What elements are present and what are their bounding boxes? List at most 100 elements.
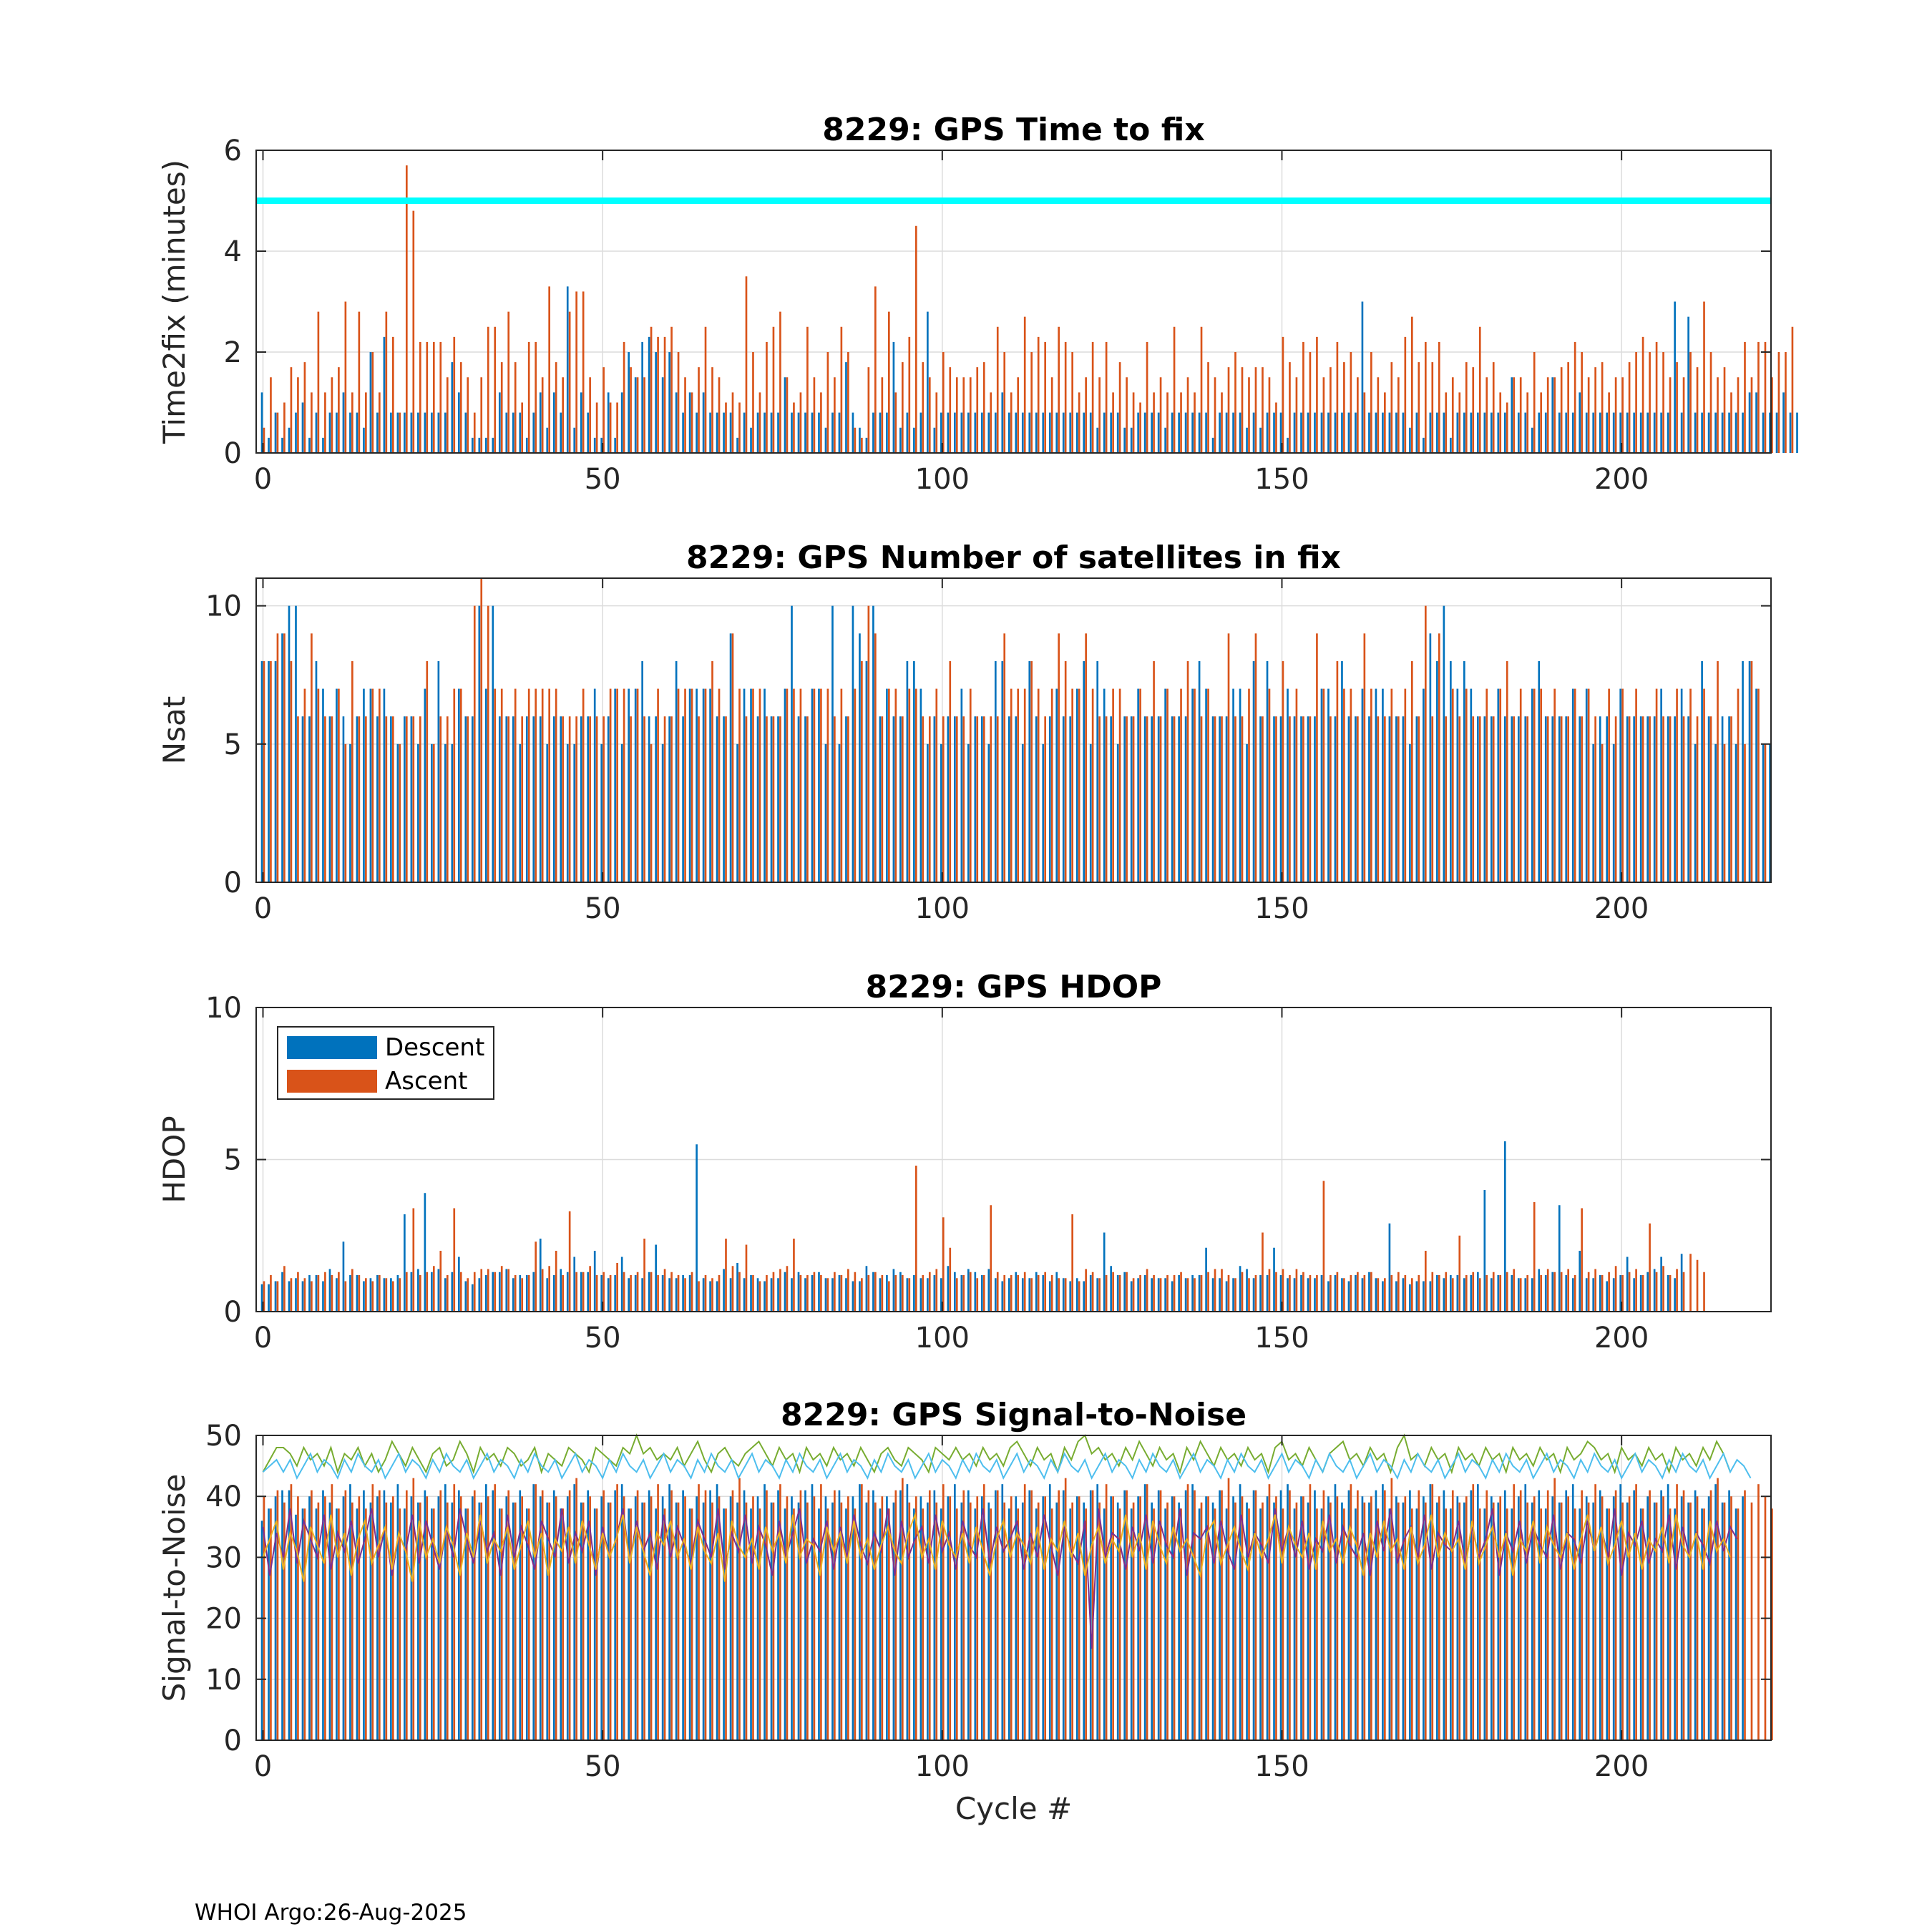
bar-descent [1157,716,1160,882]
bar-descent [315,412,318,453]
bar-descent [308,1496,311,1740]
bar-descent [1341,412,1343,453]
bar-descent [1769,412,1771,453]
bar-descent [437,412,440,453]
bar-ascent [521,1278,524,1312]
bar-descent [322,1490,324,1740]
bar-ascent [834,377,836,453]
bar-ascent [1112,1272,1114,1312]
bar-descent [763,412,766,453]
bar-ascent [922,1275,924,1312]
bar-descent [383,1490,386,1740]
bar-descent [1470,688,1473,882]
bar-ascent [1207,362,1209,453]
bar-ascent [1186,1278,1189,1312]
bar-ascent [1098,716,1101,882]
bar-descent [736,437,738,453]
bar-descent [1429,1484,1432,1740]
bar-ascent [405,165,408,453]
bar-ascent [1410,660,1413,882]
bar-descent [1476,1272,1479,1312]
bar-ascent [1295,1269,1298,1312]
bar-descent [444,743,447,882]
bar-descent [1320,412,1323,453]
bar-descent [1592,412,1595,453]
bar-descent [1266,412,1269,453]
bar-ascent [568,1211,571,1312]
bar-descent [1375,412,1377,453]
bar-descent [512,716,514,882]
bar-ascent [996,1490,999,1740]
bar-descent [994,1490,997,1740]
bar-descent [1599,716,1601,882]
bar-descent [940,1278,942,1312]
bar-descent [1171,716,1174,882]
bar-ascent [385,716,388,882]
bar-ascent [1173,716,1176,882]
bar-ascent [1492,362,1495,453]
bar-ascent [582,688,585,882]
bar-ascent [1037,1502,1040,1740]
bar-ascent [1370,688,1372,882]
bar-ascent [1546,716,1549,882]
bar-descent [437,1496,440,1740]
bar-descent [336,688,338,882]
bar-ascent [962,377,965,453]
bar-ascent [1336,1496,1339,1740]
bar-descent [308,716,311,882]
bar-ascent [283,1502,286,1740]
bar-descent [824,1496,827,1740]
bar-descent [1368,412,1370,453]
bar-descent [322,437,324,453]
bar-descent [675,392,678,453]
bar-descent [1565,1275,1568,1312]
bar-descent [818,1272,820,1312]
bar-descent [1423,1281,1425,1312]
bar-descent [1544,412,1547,453]
bar-descent [1137,1496,1139,1740]
bar-descent [1266,1496,1269,1740]
bar-descent [356,1508,358,1740]
bar-descent [634,1275,637,1312]
bar-ascent [847,1269,849,1312]
bar-descent [1626,716,1629,882]
bar-ascent [1757,688,1760,882]
bar-ascent [568,1490,571,1740]
bar-ascent [344,301,347,453]
bar-descent [987,412,990,453]
bar-descent [1436,660,1438,882]
bar-ascent [562,716,564,882]
bar-ascent [914,688,917,882]
bar-descent [1429,412,1432,453]
bar-descent [1423,437,1425,453]
bar-descent [1538,660,1541,882]
bar-descent [1130,716,1133,882]
bar-ascent [311,392,313,453]
bar-descent [709,1490,711,1740]
bar-descent [1490,412,1493,453]
bar-ascent [1037,1275,1040,1312]
bar-ascent [1574,341,1576,453]
bar-ascent [1771,1508,1773,1740]
bar-ascent [1601,362,1604,453]
bar-ascent [955,1278,958,1312]
bar-ascent [459,1272,462,1312]
bar-descent [1680,1254,1683,1312]
bar-descent [1083,660,1085,882]
bar-ascent [1118,688,1121,882]
bar-ascent [1614,1490,1617,1740]
bar-ascent [595,716,598,882]
bar-ascent [459,362,462,453]
bar-descent [906,1278,909,1312]
bar-descent [1103,412,1106,453]
bar-ascent [1594,716,1596,882]
bar-ascent [616,1263,618,1312]
snr-line3 [262,1508,1738,1649]
bar-ascent [1669,1275,1672,1312]
bar-ascent [1058,633,1060,882]
bar-descent [743,688,746,882]
bar-descent [464,1281,467,1312]
bar-ascent [385,1278,388,1312]
bar-ascent [1621,1502,1624,1740]
